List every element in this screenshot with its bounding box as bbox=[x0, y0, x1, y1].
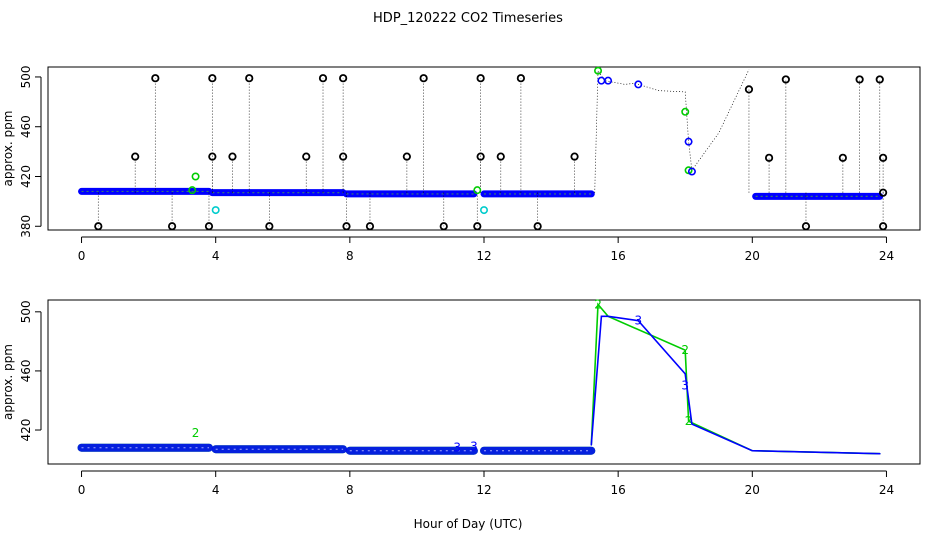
x-tick-label: 24 bbox=[879, 483, 894, 497]
x-tick-label: 0 bbox=[78, 483, 86, 497]
spike-point bbox=[204, 222, 214, 231]
spike-point bbox=[94, 222, 103, 231]
spike-point bbox=[151, 74, 160, 83]
x-tick-label: 12 bbox=[476, 249, 491, 263]
x-tick-label: 24 bbox=[879, 249, 894, 263]
spike-point bbox=[879, 222, 888, 231]
spike-point bbox=[208, 74, 217, 83]
plot-frame bbox=[47, 299, 921, 465]
x-tick-label: 16 bbox=[611, 483, 626, 497]
spike-point bbox=[167, 222, 177, 231]
spike-point bbox=[302, 152, 311, 161]
y-tick-label: 380 bbox=[19, 215, 33, 238]
colored-point bbox=[687, 167, 696, 176]
y-axis-title: approx. ppm bbox=[1, 111, 15, 187]
spike-point bbox=[365, 222, 375, 231]
y-tick-label: 460 bbox=[19, 115, 33, 138]
colored-point bbox=[634, 80, 643, 89]
colored-point bbox=[604, 76, 613, 85]
colored-point bbox=[479, 206, 488, 215]
figure-title: HDP_120222 CO2 Timeseries bbox=[373, 11, 563, 26]
spike-point bbox=[764, 153, 774, 162]
spike-point bbox=[516, 74, 525, 83]
x-tick-label: 0 bbox=[78, 249, 86, 263]
spike-point bbox=[131, 152, 140, 161]
x-tick-label: 4 bbox=[212, 249, 220, 263]
spike-point bbox=[875, 75, 884, 84]
spike-point bbox=[342, 222, 351, 231]
series-label-3: 3 bbox=[470, 439, 478, 453]
series-label-3: 3 bbox=[453, 441, 461, 455]
colored-point bbox=[191, 172, 200, 181]
colored-point bbox=[684, 137, 693, 146]
x-tick-label: 12 bbox=[476, 483, 491, 497]
y-tick-label: 420 bbox=[19, 165, 33, 188]
series-label-2: 2 bbox=[192, 426, 200, 440]
y-tick-label: 460 bbox=[19, 359, 33, 382]
top-panel: 0 4 8 12 16 20 24 380 420 460 500 approx. ppm bbox=[1, 66, 921, 263]
series-line-3 bbox=[590, 315, 881, 455]
spike-point bbox=[419, 74, 428, 83]
colored-point bbox=[594, 66, 603, 75]
spike-point bbox=[570, 152, 579, 161]
y-tick-label: 500 bbox=[19, 66, 33, 89]
spike-point bbox=[476, 74, 485, 83]
x-tick-label: 8 bbox=[346, 483, 354, 497]
spike-point bbox=[879, 188, 888, 197]
dotted-path bbox=[594, 69, 750, 193]
spike-point bbox=[339, 74, 348, 83]
spike-point bbox=[801, 222, 811, 231]
spike-point bbox=[228, 152, 237, 161]
spike-point bbox=[339, 152, 348, 161]
x-tick-label: 4 bbox=[212, 483, 220, 497]
y-axis-title: approx. ppm bbox=[1, 344, 15, 420]
spike-point bbox=[838, 153, 847, 162]
series-label-2: 2 bbox=[681, 343, 689, 357]
series-label-2: 2 bbox=[685, 414, 693, 428]
series-label-3: 3 bbox=[634, 314, 642, 328]
plot-frame bbox=[47, 66, 921, 231]
spike-point bbox=[496, 152, 505, 161]
y-tick-label: 500 bbox=[19, 300, 33, 323]
colored-point bbox=[597, 76, 606, 85]
spike-point bbox=[744, 85, 754, 94]
colored-point bbox=[681, 107, 690, 116]
spike-point bbox=[402, 152, 411, 161]
x-tick-label: 20 bbox=[745, 483, 760, 497]
y-tick-label: 420 bbox=[19, 419, 33, 442]
x-tick-label: 16 bbox=[611, 249, 626, 263]
spike-point bbox=[781, 75, 790, 84]
x-tick-label: 8 bbox=[346, 249, 354, 263]
series-label-2: 2 bbox=[594, 297, 602, 311]
colored-point bbox=[211, 206, 220, 215]
colored-point bbox=[188, 186, 197, 195]
x-tick-label: 20 bbox=[745, 249, 760, 263]
spike-point bbox=[855, 75, 864, 84]
spike-point bbox=[533, 222, 542, 231]
series-label-3: 3 bbox=[681, 379, 689, 393]
spike-point bbox=[439, 222, 448, 231]
spike-point bbox=[265, 222, 274, 231]
spike-point bbox=[879, 153, 888, 162]
x-axis-title: Hour of Day (UTC) bbox=[414, 517, 523, 531]
colored-point bbox=[473, 186, 482, 195]
spike-point bbox=[473, 222, 482, 231]
spike-point bbox=[318, 74, 328, 83]
spike-point bbox=[245, 74, 254, 83]
